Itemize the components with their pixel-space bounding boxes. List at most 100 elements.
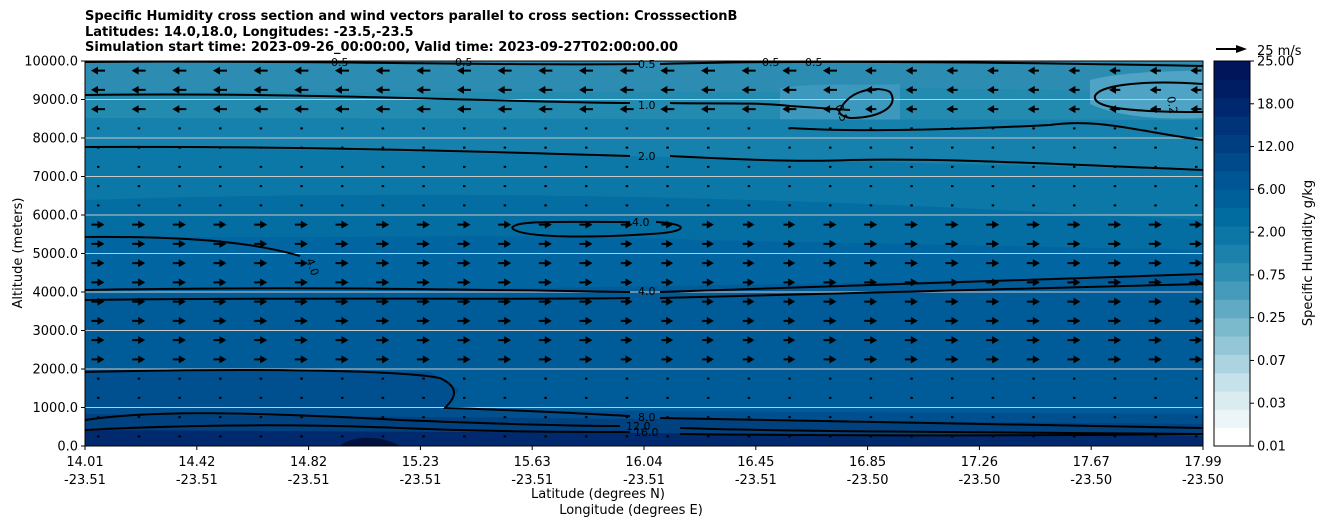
wind-vector [1149,105,1161,114]
wind-vector [742,220,755,229]
wind-vector [945,316,959,325]
wind-vector [666,204,669,207]
wind-vector [951,435,954,438]
wind-vector [416,336,430,345]
wind-vector [1190,66,1202,75]
contour-2-0-left [85,145,631,157]
contour-label-5: 0.5 [805,56,823,69]
contour-label-14: 12.0 [626,420,651,433]
wind-vector [910,146,913,149]
wind-vector [1026,220,1040,229]
wind-vector [1149,66,1161,75]
wind-vector [783,336,796,345]
wind-vector [375,66,390,75]
wind-vector [747,377,751,380]
wind-vector [823,105,837,114]
wind-vector [1113,396,1117,399]
wind-vector [463,396,466,399]
wind-vector [172,297,186,306]
wind-vector [97,127,100,130]
wind-vector [865,105,877,114]
wind-vector [1026,278,1040,287]
wind-vector [1073,127,1076,130]
wind-vector [294,85,309,94]
wind-vector [946,85,958,94]
wind-vector [1190,85,1202,94]
wind-vector [991,204,995,207]
wind-vector [904,355,918,364]
wind-vector [823,278,837,287]
wind-vector [1026,297,1040,306]
wind-vector [213,278,227,287]
wind-vector [1113,185,1117,188]
y-tick-label: 3000.0 [33,324,79,339]
wind-vector [782,66,797,75]
wind-vector [788,146,791,149]
y-tick-label: 5000.0 [33,247,79,262]
wind-vector [707,416,710,419]
wind-vector [788,416,791,419]
wind-vector [951,185,954,188]
wind-vector [219,127,222,130]
wind-vector [829,185,832,188]
wind-vector [254,220,268,229]
y-tick-label: 7000.0 [33,170,79,185]
wind-vector [457,105,471,114]
quiver-key: 25 m/s [1216,44,1302,59]
wind-vector [1195,396,1198,399]
wind-vector [335,220,349,229]
wind-vector [498,297,512,306]
colorbar-segment [1214,372,1250,392]
wind-vector [137,185,141,188]
x-tick-label-latitude: 17.26 [961,455,998,470]
wind-vector [300,416,303,419]
wind-vector [904,278,918,287]
wind-vector [172,316,186,325]
wind-vector [544,377,547,380]
wind-vector [945,259,959,268]
wind-vector [253,66,268,75]
wind-vector [1113,127,1117,130]
wind-vector [788,396,791,399]
wind-vector [660,105,675,114]
wind-vector [497,105,512,114]
wind-vector [1073,146,1076,149]
wind-vector [620,355,633,364]
x-tick-label-longitude: -23.50 [958,473,1000,488]
wind-vector [1148,355,1162,364]
wind-vector [131,66,146,75]
wind-vector [1195,146,1198,149]
wind-vector [1109,105,1121,114]
wind-vector [741,105,756,114]
wind-vector [991,185,995,188]
colorbar-segment [1214,354,1250,374]
wind-vector [666,396,669,399]
wind-vector [829,146,832,149]
x-tick-label-longitude: -23.51 [623,473,665,488]
wind-vector [1108,220,1122,229]
wind-vector [702,220,714,229]
wind-vector [829,127,832,130]
wind-vector [422,204,425,207]
wind-vector [666,165,669,168]
wind-vector [376,316,390,325]
wind-vector [132,355,146,364]
wind-vector [905,66,917,75]
wind-vector [1189,336,1203,345]
wind-vector [259,185,263,188]
wind-vector [178,165,181,168]
wind-vector [864,297,878,306]
wind-vector [986,278,1000,287]
wind-vector [544,396,547,399]
wind-vector [904,239,918,248]
wind-vector [702,297,714,306]
wind-vector [254,259,268,268]
wind-vector [1073,377,1076,380]
contour-label-3: 0.5 [638,58,656,71]
colorbar-segment [1214,97,1250,117]
wind-vector [783,355,796,364]
wind-vector [219,416,222,419]
wind-vector [457,336,471,345]
wind-vector [213,105,227,114]
wind-vector [416,259,430,268]
